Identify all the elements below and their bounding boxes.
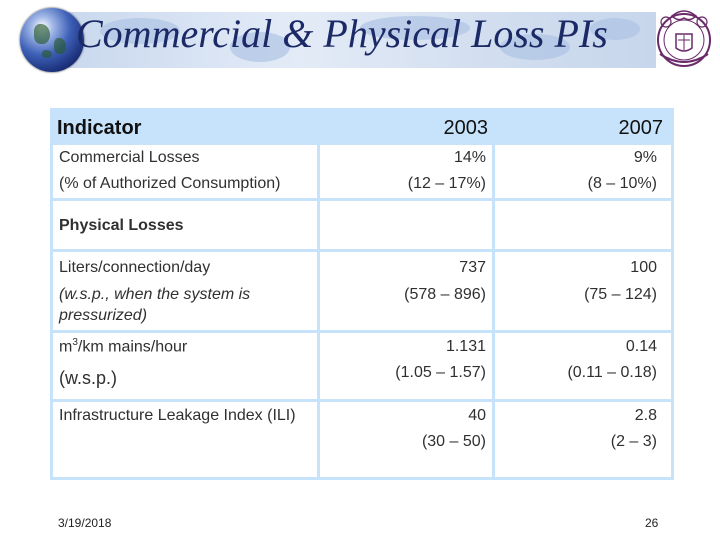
indicator-cell: m3/km mains/hour (w.s.p.) xyxy=(53,333,317,399)
table-row: m3/km mains/hour (w.s.p.) 1.131 (1.05 – … xyxy=(50,333,674,399)
world-map-banner xyxy=(60,12,656,68)
value-2007: 100 xyxy=(630,259,657,276)
header-cell-2003: 2003 xyxy=(320,108,492,142)
value-cell-2007: 100 (75 – 124) xyxy=(495,252,671,330)
indicator-label: Infrastructure Leakage Index (ILI) xyxy=(59,407,296,424)
indicator-cell: Physical Losses xyxy=(53,201,317,249)
table-row: Infrastructure Leakage Index (ILI) 40 (3… xyxy=(50,402,674,477)
indicator-note: (w.s.p., when the system is xyxy=(59,286,251,303)
indicator-label: m3/km mains/hour xyxy=(59,337,188,356)
range-2003: (1.05 – 1.57) xyxy=(395,364,486,381)
slide-date: 3/19/2018 xyxy=(58,516,112,530)
header-2007: 2007 xyxy=(618,117,664,139)
value-2003: 1.131 xyxy=(445,338,486,355)
value-cell-2007: 9% (8 – 10%) xyxy=(495,145,671,198)
indicator-cell: Commercial Losses (% of Authorized Consu… xyxy=(53,145,317,198)
table-row: Physical Losses xyxy=(50,201,674,249)
range-2007: (8 – 10%) xyxy=(587,175,657,192)
value-2007: 0.14 xyxy=(625,338,657,355)
indicator-cell: Infrastructure Leakage Index (ILI) xyxy=(53,402,317,477)
section-label: Physical Losses xyxy=(59,217,184,234)
value-cell-2007 xyxy=(495,201,671,249)
header-2003: 2003 xyxy=(443,117,489,139)
indicator-label: (% of Authorized Consumption) xyxy=(59,175,281,192)
range-2003: (578 – 896) xyxy=(404,286,486,303)
table-row: Commercial Losses (% of Authorized Consu… xyxy=(50,145,674,198)
page-title: Commercial & Physical Loss PIs xyxy=(76,11,608,56)
indicator-note: pressurized) xyxy=(59,307,148,324)
value-cell-2003 xyxy=(320,201,492,249)
range-2007: (75 – 124) xyxy=(584,286,657,303)
slide-header: Commercial & Physical Loss PIs xyxy=(0,0,720,78)
range-2007: (2 – 3) xyxy=(610,433,657,450)
indicator-label: Commercial Losses xyxy=(59,149,200,166)
globe-icon xyxy=(20,8,84,72)
indicator-label: Liters/connection/day xyxy=(59,259,211,276)
header-indicator: Indicator xyxy=(57,117,142,139)
range-2007: (0.11 – 0.18) xyxy=(567,364,657,381)
table-header-row: Indicator 2003 2007 xyxy=(50,108,674,142)
loss-indicators-table: Indicator 2003 2007 Commercial Losses (%… xyxy=(50,108,674,480)
value-2007: 2.8 xyxy=(634,407,657,424)
value-cell-2007: 2.8 (2 – 3) xyxy=(495,402,671,477)
value-2007: 9% xyxy=(633,149,657,166)
value-cell-2003: 1.131 (1.05 – 1.57) xyxy=(320,333,492,399)
university-seal-icon xyxy=(657,10,711,67)
value-2003: 14% xyxy=(453,149,486,166)
header-cell-indicator: Indicator xyxy=(53,108,317,142)
value-2003: 40 xyxy=(468,407,486,424)
table-row: Liters/connection/day (w.s.p., when the … xyxy=(50,252,674,330)
value-cell-2003: 40 (30 – 50) xyxy=(320,402,492,477)
range-2003: (30 – 50) xyxy=(421,433,486,450)
header-cell-2007: 2007 xyxy=(495,108,671,142)
range-2003: (12 – 17%) xyxy=(407,175,486,192)
indicator-cell: Liters/connection/day (w.s.p., when the … xyxy=(53,252,317,330)
value-cell-2003: 737 (578 – 896) xyxy=(320,252,492,330)
slide-page-number: 26 xyxy=(645,516,659,530)
value-cell-2003: 14% (12 – 17%) xyxy=(320,145,492,198)
value-2003: 737 xyxy=(459,259,486,276)
indicator-note: (w.s.p.) xyxy=(59,368,118,388)
value-cell-2007: 0.14 (0.11 – 0.18) xyxy=(495,333,671,399)
